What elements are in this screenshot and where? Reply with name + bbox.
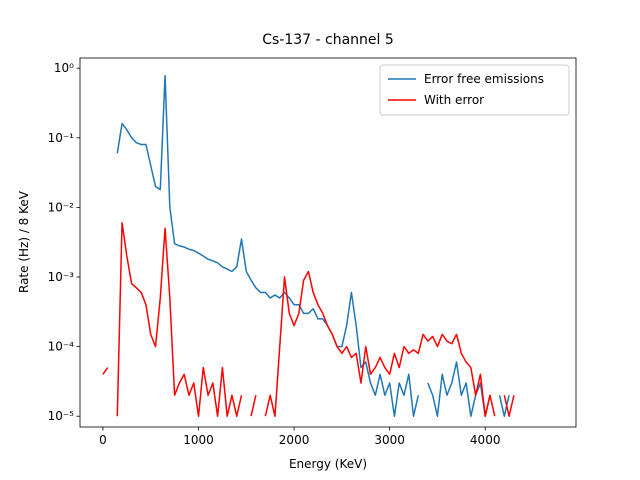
y-tick-label: 10⁰ xyxy=(54,61,74,75)
y-tick-label: 10⁻¹ xyxy=(48,131,75,145)
x-tick-label: 1000 xyxy=(183,433,214,447)
legend-box xyxy=(379,64,570,116)
x-tick-label: 0 xyxy=(99,433,107,447)
y-axis-label: Rate (Hz) / 8 KeV xyxy=(17,190,31,293)
y-tick-label: 10⁻³ xyxy=(48,270,75,284)
y-tick-label: 10⁻⁵ xyxy=(48,409,75,423)
plot-frame xyxy=(79,57,577,428)
x-tick-label: 4000 xyxy=(470,433,501,447)
x-axis-label: Energy (KeV) xyxy=(289,457,367,471)
y-tick-label: 10⁻² xyxy=(48,200,75,214)
series-line xyxy=(264,270,496,417)
y-tick-label: 10⁻⁴ xyxy=(48,340,75,354)
series-line xyxy=(102,367,109,375)
series-line xyxy=(503,395,515,417)
x-tick-label: 3000 xyxy=(374,433,405,447)
series-line xyxy=(498,395,510,417)
legend-label: Error free emissions xyxy=(424,72,544,86)
series-line xyxy=(250,395,257,417)
legend-label: With error xyxy=(424,93,484,107)
plot-lines xyxy=(102,74,515,417)
chart-title: Cs-137 - channel 5 xyxy=(262,32,394,48)
series-line xyxy=(116,222,243,417)
series-line xyxy=(116,74,420,417)
x-tick-label: 2000 xyxy=(279,433,310,447)
series-line xyxy=(427,361,491,417)
